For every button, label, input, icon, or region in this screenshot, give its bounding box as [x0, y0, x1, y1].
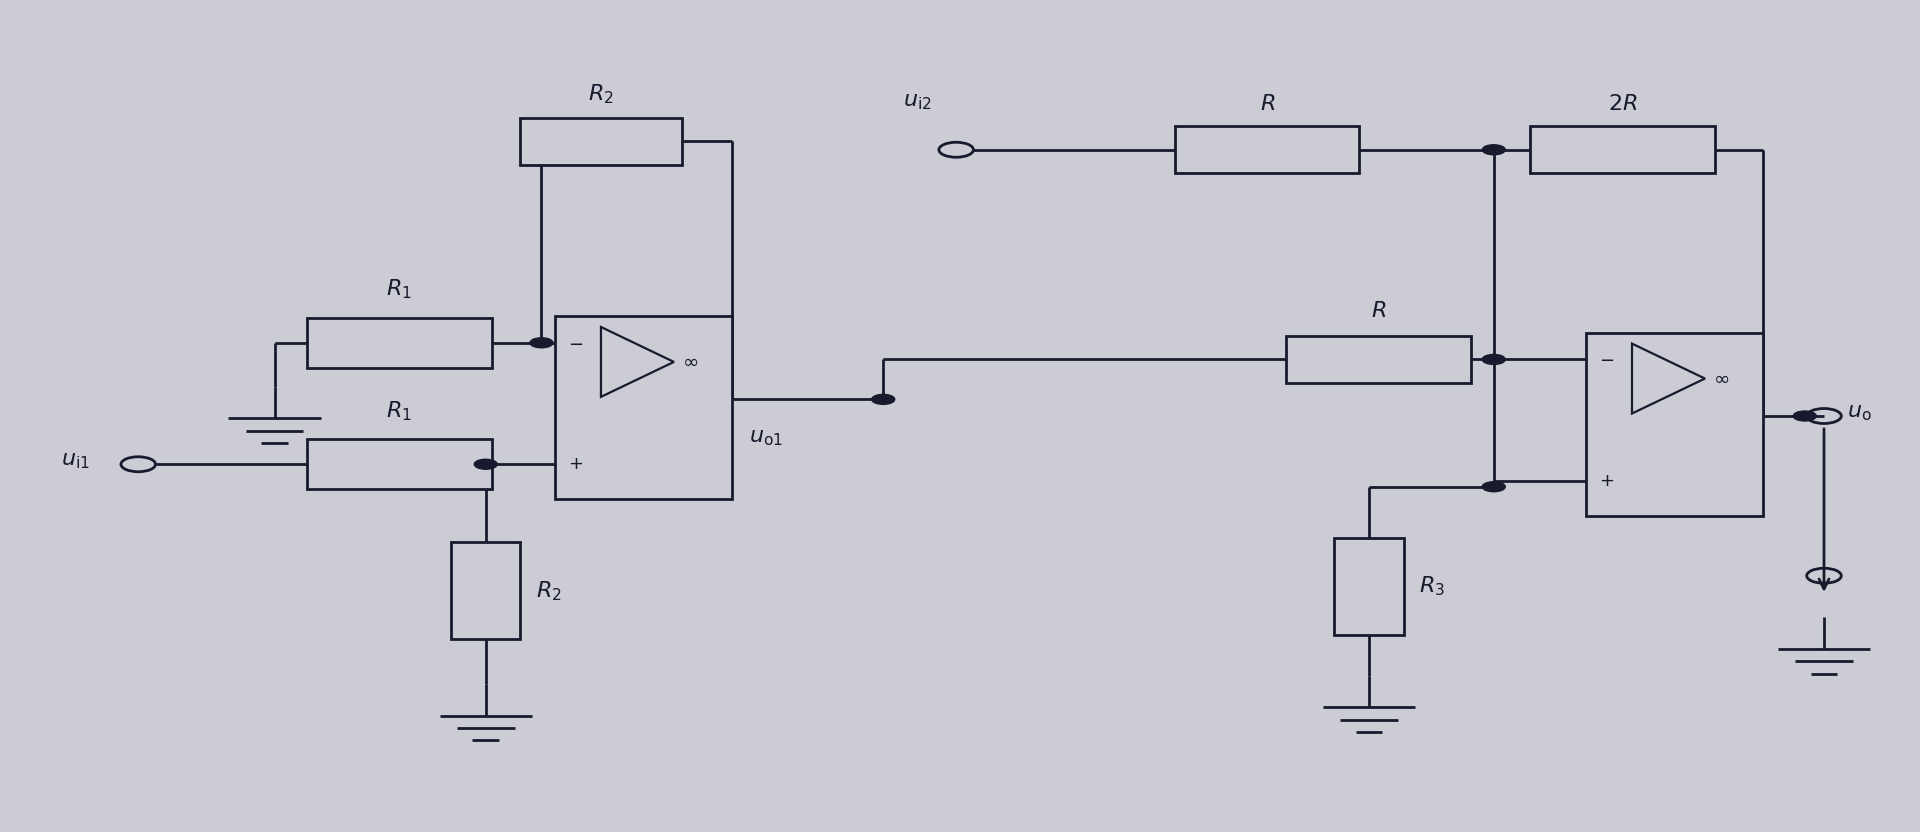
Bar	[1334, 538, 1404, 635]
Text: $2R$: $2R$	[1607, 93, 1638, 115]
Circle shape	[530, 338, 553, 348]
Text: $u_{\rm o1}$: $u_{\rm o1}$	[749, 426, 783, 448]
Bar	[451, 542, 520, 639]
Circle shape	[872, 394, 895, 404]
Text: $R_3$: $R_3$	[1419, 575, 1446, 598]
Text: $\infty$: $\infty$	[682, 353, 697, 371]
Text: $R$: $R$	[1260, 93, 1275, 115]
Text: $+$: $+$	[568, 455, 584, 473]
Circle shape	[1482, 145, 1505, 155]
Text: $R_2$: $R_2$	[588, 83, 614, 106]
Bar	[555, 316, 732, 499]
Bar	[1175, 126, 1359, 173]
Text: $R_1$: $R_1$	[386, 399, 413, 423]
Circle shape	[1482, 354, 1505, 364]
Bar	[1530, 126, 1715, 173]
Text: $+$: $+$	[1599, 472, 1615, 490]
Circle shape	[1482, 482, 1505, 492]
Text: $-$: $-$	[568, 334, 584, 352]
Text: $\infty$: $\infty$	[1713, 369, 1728, 388]
Circle shape	[474, 459, 497, 469]
Text: $-$: $-$	[1599, 350, 1615, 369]
Bar	[1586, 333, 1763, 516]
Bar	[1286, 336, 1471, 383]
Bar	[520, 118, 682, 165]
Text: $R_2$: $R_2$	[536, 579, 561, 602]
Text: $u_{\rm o}$: $u_{\rm o}$	[1847, 401, 1872, 423]
Circle shape	[1793, 411, 1816, 421]
Text: $u_{\rm i1}$: $u_{\rm i1}$	[61, 449, 90, 471]
Bar	[307, 318, 492, 368]
Text: $R_1$: $R_1$	[386, 278, 413, 301]
Bar	[307, 439, 492, 489]
Text: $R$: $R$	[1371, 300, 1386, 322]
Text: $u_{\rm i2}$: $u_{\rm i2}$	[902, 91, 931, 112]
